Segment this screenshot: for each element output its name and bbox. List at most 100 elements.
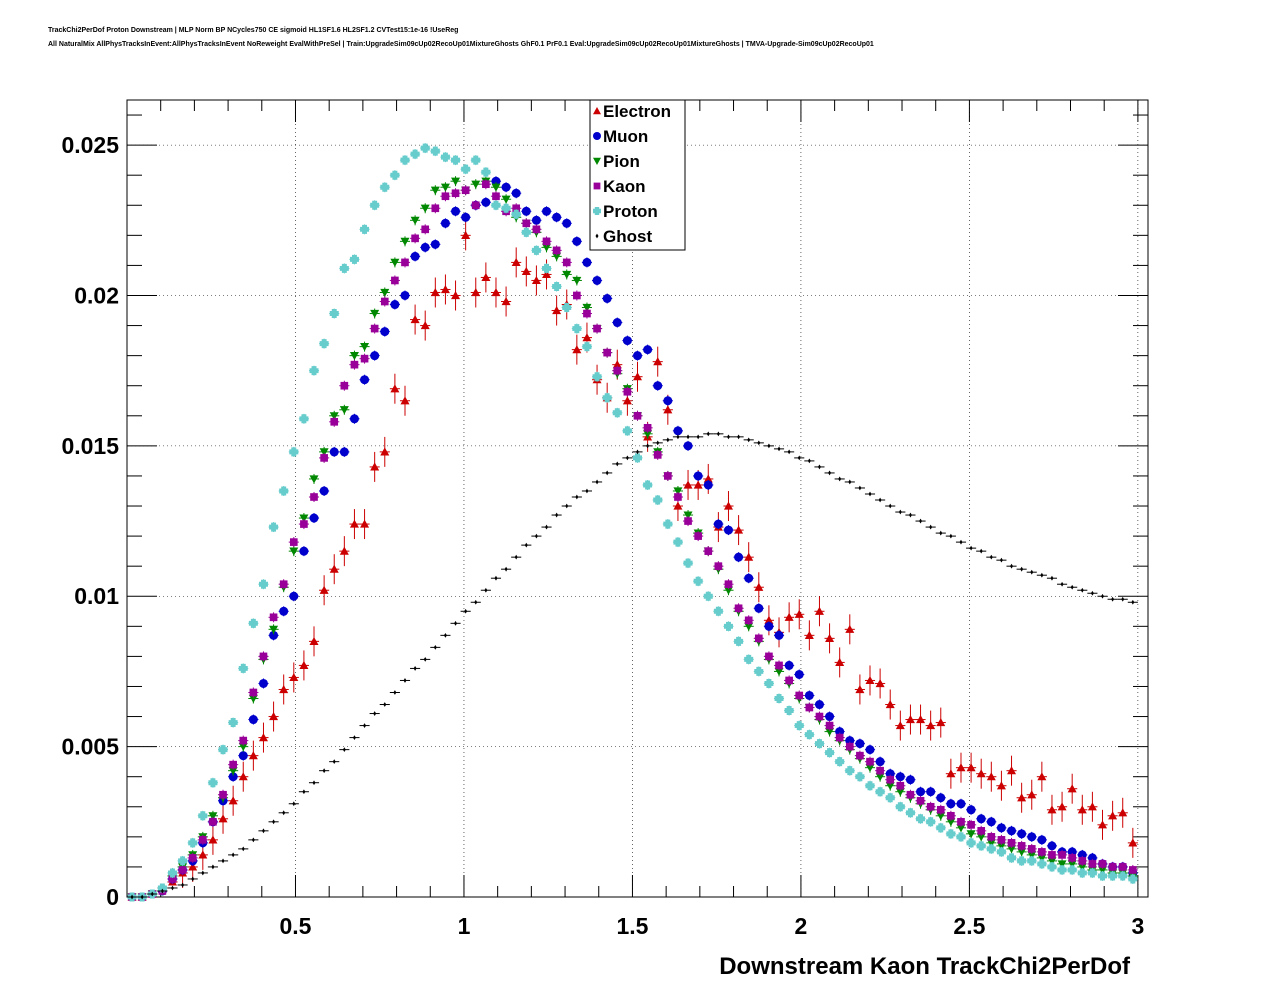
point-muon [825, 712, 835, 722]
point-pion [380, 288, 390, 297]
x-tick-label: 0.5 [279, 913, 311, 939]
point-ghost [231, 852, 235, 858]
point-muon [572, 236, 582, 246]
point-pion [895, 788, 905, 797]
point-electron [865, 675, 875, 685]
series-proton [127, 143, 1138, 902]
point-ghost [484, 587, 488, 593]
legend-label-electron: Electron [603, 102, 671, 121]
point-kaon [492, 192, 500, 201]
y-tick-label: 0.01 [74, 583, 119, 609]
point-muon [693, 471, 703, 481]
point-muon [744, 573, 754, 583]
point-proton [966, 838, 976, 848]
point-ghost [1030, 569, 1034, 575]
point-kaon [583, 309, 591, 318]
point-proton [754, 666, 764, 676]
point-pion [986, 839, 996, 848]
point-kaon [340, 381, 349, 390]
point-ghost [666, 437, 670, 443]
point-electron [238, 772, 248, 781]
point-ghost [919, 518, 923, 524]
point-pion [1077, 863, 1087, 872]
point-kaon [613, 366, 622, 375]
point-electron [258, 733, 268, 742]
point-kaon [421, 225, 430, 234]
point-proton [633, 453, 643, 463]
point-ghost [474, 599, 478, 605]
point-proton [198, 811, 208, 821]
point-ghost [413, 666, 417, 671]
point-muon [1037, 835, 1047, 845]
point-ghost [767, 443, 771, 449]
point-pion [1098, 866, 1108, 875]
point-electron [491, 287, 501, 297]
point-muon [865, 745, 875, 755]
point-proton [683, 558, 693, 568]
point-kaon [593, 324, 601, 333]
point-proton [835, 757, 845, 767]
point-electron [289, 672, 299, 682]
point-pion [451, 177, 461, 186]
point-electron [552, 306, 562, 315]
point-proton [693, 576, 703, 586]
point-muon [764, 621, 774, 631]
point-kaon [259, 652, 268, 661]
point-pion [329, 412, 339, 421]
point-muon [1007, 826, 1017, 836]
point-proton [703, 591, 713, 601]
point-kaon [532, 225, 541, 234]
point-ghost [716, 431, 720, 437]
point-ghost [555, 512, 559, 518]
point-pion [349, 352, 359, 361]
point-muon [542, 206, 552, 216]
y-tick-label: 0.02 [74, 282, 119, 308]
point-proton [309, 366, 319, 376]
point-muon [269, 630, 279, 640]
point-proton [531, 245, 541, 255]
point-ghost [261, 828, 265, 834]
point-kaon [522, 219, 531, 228]
point-pion [440, 183, 450, 192]
point-ghost [292, 801, 296, 807]
point-ghost [706, 431, 710, 437]
point-electron [521, 266, 531, 276]
point-muon [531, 215, 541, 225]
point-ghost [878, 497, 882, 503]
point-kaon [482, 180, 490, 189]
legend-marker-ghost [595, 233, 599, 239]
point-proton [1037, 859, 1047, 869]
point-muon [380, 327, 390, 337]
point-electron [855, 684, 865, 694]
point-proton [764, 678, 774, 688]
point-pion [430, 186, 440, 195]
point-electron [440, 284, 450, 294]
point-pion [309, 475, 319, 484]
point-ghost [352, 735, 356, 740]
point-muon [723, 525, 733, 535]
point-pion [683, 511, 693, 520]
point-muon [511, 188, 521, 198]
point-electron [1118, 808, 1128, 817]
point-pion [299, 514, 309, 523]
point-kaon [198, 836, 207, 844]
point-muon [238, 751, 248, 761]
point-ghost [251, 837, 255, 843]
point-electron [1037, 772, 1047, 781]
point-kaon [866, 757, 874, 766]
point-pion [542, 243, 552, 252]
point-proton [279, 486, 289, 496]
point-proton [410, 149, 420, 159]
point-ghost [888, 503, 892, 509]
point-muon [481, 197, 491, 207]
legend-marker-proton [593, 207, 601, 215]
plot-header-line-2: All NaturalMix AllPhysTracksInEvent:AllP… [48, 41, 874, 48]
point-ghost [908, 512, 912, 518]
point-electron [956, 763, 966, 772]
point-ghost [464, 608, 468, 614]
point-electron [1077, 805, 1087, 814]
point-ghost [646, 443, 650, 449]
point-kaon [633, 411, 642, 420]
point-ghost [393, 690, 397, 695]
point-kaon [512, 204, 521, 213]
